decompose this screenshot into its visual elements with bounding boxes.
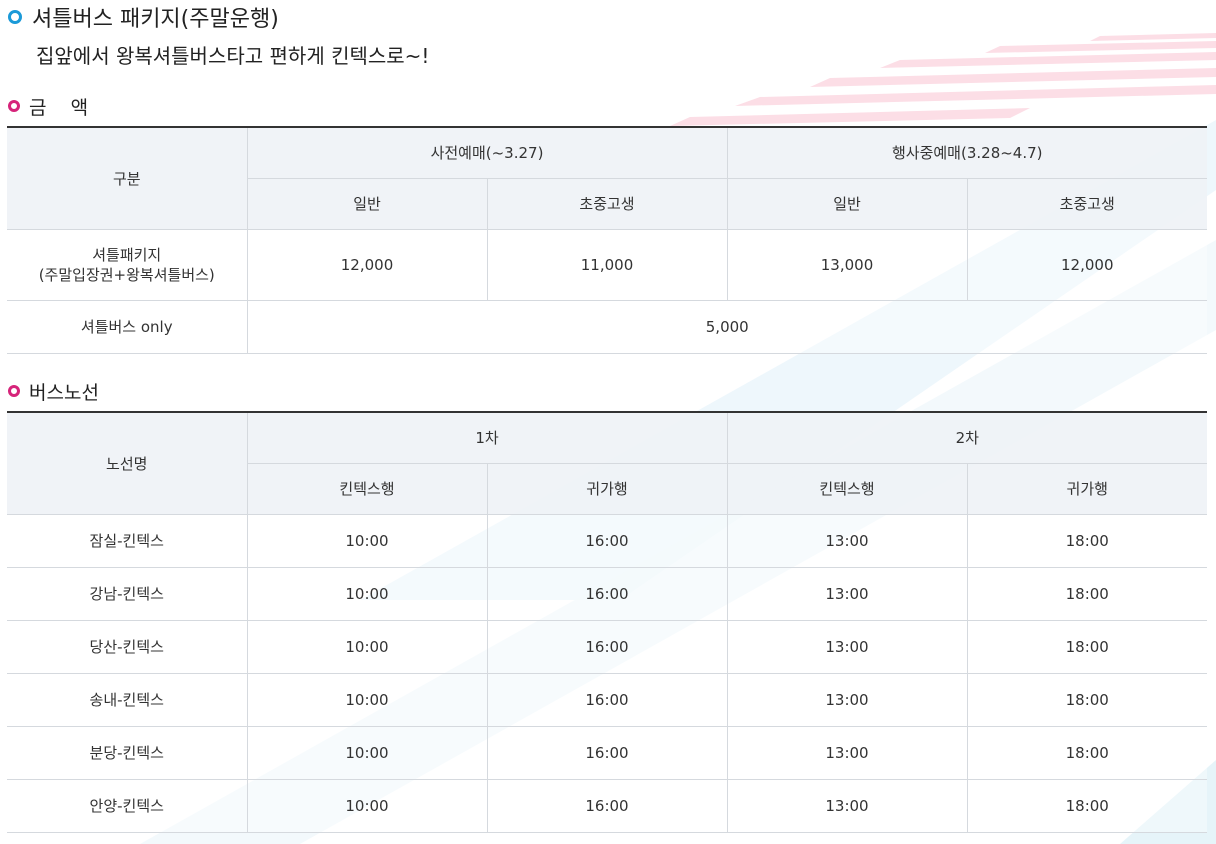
- time-cell: 13:00: [726, 673, 967, 727]
- price-header-presale: 사전예매(~3.27): [246, 127, 727, 179]
- time-cell: 13:00: [726, 514, 967, 568]
- price-table: 구분 사전예매(~3.27) 행사중예매(3.28~4.7) 일반 초중고생 일…: [7, 126, 1207, 354]
- price-header-category: 구분: [7, 127, 247, 230]
- table-row: 안양-킨텍스 10:00 16:00 13:00 18:00: [7, 779, 1207, 833]
- table-row: 당산-킨텍스 10:00 16:00 13:00 18:00: [7, 620, 1207, 674]
- pink-ring-icon: [8, 385, 20, 397]
- time-cell: 10:00: [246, 514, 487, 568]
- table-row: 강남-킨텍스 10:00 16:00 13:00 18:00: [7, 567, 1207, 621]
- table-row: 셔틀패키지 (주말입장권+왕복셔틀버스) 12,000 11,000 13,00…: [7, 229, 1207, 301]
- time-cell: 16:00: [486, 567, 727, 621]
- route-header-name: 노선명: [7, 412, 247, 515]
- price-cell: 13,000: [726, 229, 967, 301]
- time-cell: 10:00: [246, 673, 487, 727]
- price-subheader-student-1: 초중고생: [486, 178, 727, 230]
- time-cell: 10:00: [246, 726, 487, 780]
- route-name: 안양-킨텍스: [7, 779, 247, 833]
- time-cell: 18:00: [966, 567, 1207, 621]
- time-cell: 16:00: [486, 779, 727, 833]
- price-subheader-general-1: 일반: [246, 178, 487, 230]
- page-subtitle: 집앞에서 왕복셔틀버스타고 편하게 킨텍스로~!: [36, 44, 430, 68]
- route-name: 강남-킨텍스: [7, 567, 247, 621]
- route-subheader-to-1: 킨텍스행: [246, 463, 487, 515]
- route-section-title: 버스노선: [8, 379, 99, 404]
- price-cell: 12,000: [966, 229, 1207, 301]
- time-cell: 16:00: [486, 673, 727, 727]
- route-section-title-text: 버스노선: [29, 381, 99, 404]
- price-cell: 11,000: [486, 229, 727, 301]
- shuttle-only-price: 5,000: [246, 300, 1207, 354]
- time-cell: 10:00: [246, 620, 487, 674]
- page-title-text: 셔틀버스 패키지(주말운행): [32, 7, 279, 32]
- route-header-first: 1차: [246, 412, 727, 464]
- time-cell: 13:00: [726, 567, 967, 621]
- route-table: 노선명 1차 2차 킨텍스행 귀가행 킨텍스행 귀가행 잠실-킨텍스 10:00…: [7, 411, 1207, 833]
- time-cell: 16:00: [486, 620, 727, 674]
- time-cell: 18:00: [966, 514, 1207, 568]
- route-name: 분당-킨텍스: [7, 726, 247, 780]
- route-subheader-return-2: 귀가행: [966, 463, 1207, 515]
- package-name: 셔틀패키지: [92, 245, 162, 264]
- time-cell: 18:00: [966, 726, 1207, 780]
- time-cell: 13:00: [726, 620, 967, 674]
- route-subheader-to-2: 킨텍스행: [726, 463, 967, 515]
- price-subheader-student-2: 초중고생: [966, 178, 1207, 230]
- time-cell: 13:00: [726, 726, 967, 780]
- price-section-title-text: 금 액: [29, 96, 89, 119]
- time-cell: 18:00: [966, 673, 1207, 727]
- pink-ring-icon: [8, 100, 20, 112]
- route-header-row: 노선명 1차 2차: [7, 412, 1207, 515]
- price-cell: 12,000: [246, 229, 487, 301]
- time-cell: 16:00: [486, 726, 727, 780]
- time-cell: 18:00: [966, 779, 1207, 833]
- route-name: 당산-킨텍스: [7, 620, 247, 674]
- table-row: 잠실-킨텍스 10:00 16:00 13:00 18:00: [7, 514, 1207, 568]
- table-row: 송내-킨텍스 10:00 16:00 13:00 18:00: [7, 673, 1207, 727]
- table-row: 분당-킨텍스 10:00 16:00 13:00 18:00: [7, 726, 1207, 780]
- price-subheader-general-2: 일반: [726, 178, 967, 230]
- price-header-onsite: 행사중예매(3.28~4.7): [726, 127, 1207, 179]
- blue-ring-icon: [8, 10, 22, 24]
- time-cell: 18:00: [966, 620, 1207, 674]
- time-cell: 13:00: [726, 779, 967, 833]
- price-header-row: 구분 사전예매(~3.27) 행사중예매(3.28~4.7): [7, 127, 1207, 230]
- page-title: 셔틀버스 패키지(주말운행): [8, 2, 279, 32]
- route-name: 잠실-킨텍스: [7, 514, 247, 568]
- time-cell: 16:00: [486, 514, 727, 568]
- package-detail: (주말입장권+왕복셔틀버스): [38, 265, 215, 284]
- route-subheader-return-1: 귀가행: [486, 463, 727, 515]
- route-name: 송내-킨텍스: [7, 673, 247, 727]
- shuttle-only-name: 셔틀버스 only: [7, 300, 247, 354]
- price-section-title: 금 액: [8, 94, 89, 119]
- table-row: 셔틀버스 only 5,000: [7, 300, 1207, 354]
- package-name-cell: 셔틀패키지 (주말입장권+왕복셔틀버스): [7, 229, 247, 301]
- time-cell: 10:00: [246, 779, 487, 833]
- time-cell: 10:00: [246, 567, 487, 621]
- route-header-second: 2차: [726, 412, 1207, 464]
